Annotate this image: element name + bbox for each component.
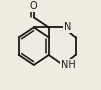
Text: O: O (30, 1, 38, 11)
Text: NH: NH (61, 60, 76, 70)
Text: N: N (64, 22, 71, 32)
